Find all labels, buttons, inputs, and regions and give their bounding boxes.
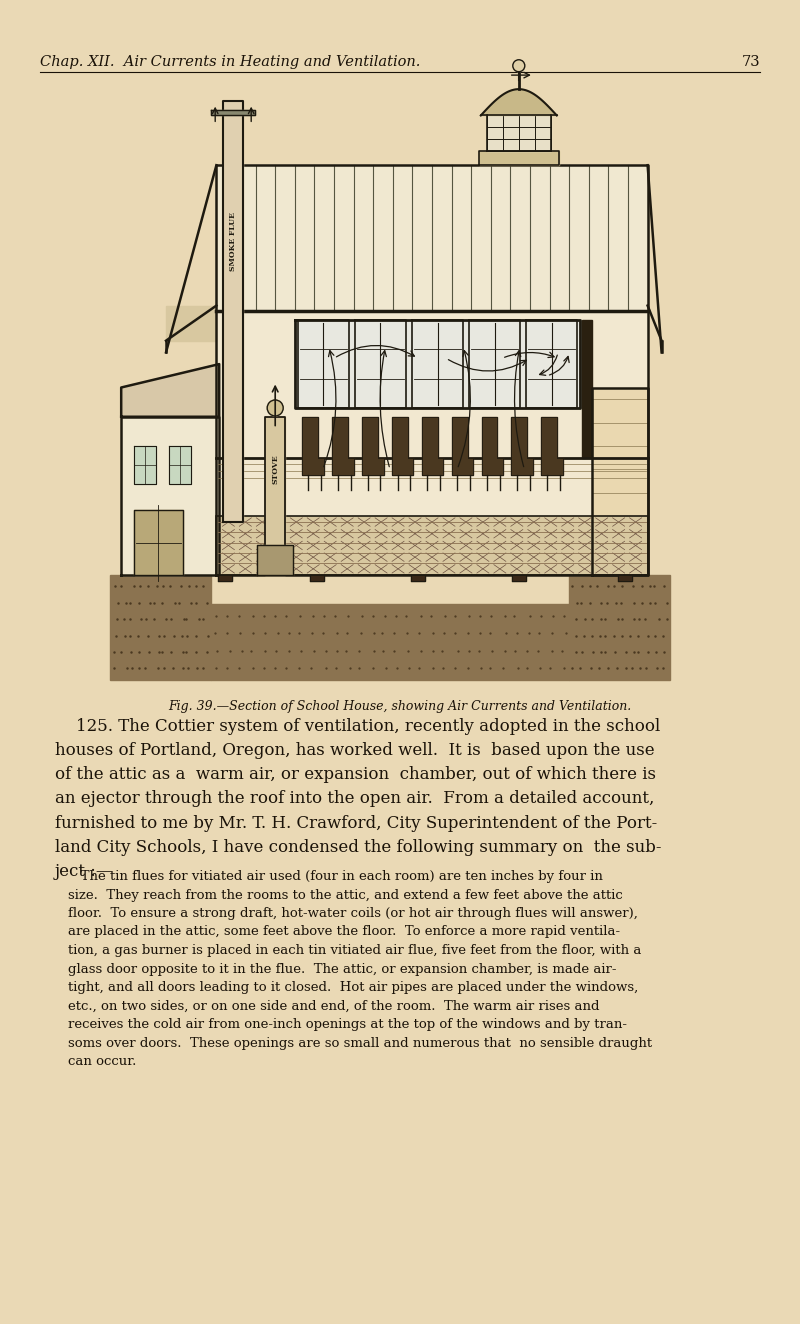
Polygon shape (482, 417, 503, 475)
Polygon shape (362, 417, 383, 475)
Polygon shape (169, 446, 191, 485)
Text: 73: 73 (742, 56, 760, 69)
Text: 125. The Cottier system of ventilation, recently adopted in the school
houses of: 125. The Cottier system of ventilation, … (55, 718, 662, 880)
Polygon shape (266, 417, 285, 575)
Polygon shape (582, 320, 591, 458)
Polygon shape (110, 575, 211, 681)
Polygon shape (211, 604, 570, 681)
Polygon shape (211, 110, 255, 115)
Polygon shape (618, 575, 632, 580)
Polygon shape (481, 89, 557, 115)
Text: The tin flues for vitiated air used (four in each room) are ten inches by four i: The tin flues for vitiated air used (fou… (68, 870, 652, 1068)
Polygon shape (511, 417, 533, 475)
Polygon shape (332, 417, 354, 475)
Bar (216, 516, 648, 575)
Polygon shape (452, 417, 473, 475)
Polygon shape (310, 575, 324, 580)
Polygon shape (591, 388, 648, 575)
Polygon shape (392, 417, 414, 475)
Circle shape (513, 60, 525, 71)
Polygon shape (166, 306, 216, 340)
Polygon shape (542, 417, 562, 475)
Polygon shape (218, 575, 232, 580)
Polygon shape (570, 575, 670, 681)
Polygon shape (216, 166, 648, 311)
Text: Chap. XII.  Air Currents in Heating and Ventilation.: Chap. XII. Air Currents in Heating and V… (40, 56, 420, 69)
Polygon shape (223, 101, 243, 522)
Polygon shape (216, 166, 648, 575)
Polygon shape (478, 151, 558, 166)
Text: Fig. 39.—Section of School House, showing Air Currents and Ventilation.: Fig. 39.—Section of School House, showin… (168, 700, 632, 714)
Polygon shape (258, 545, 293, 575)
Text: STOVE: STOVE (271, 454, 279, 485)
Polygon shape (134, 510, 182, 575)
Polygon shape (134, 446, 155, 485)
Polygon shape (486, 115, 550, 151)
Circle shape (267, 400, 283, 416)
Polygon shape (122, 417, 219, 575)
Polygon shape (122, 364, 219, 417)
Polygon shape (422, 417, 443, 475)
Polygon shape (302, 417, 324, 475)
Polygon shape (411, 575, 425, 580)
Text: SMOKE FLUE: SMOKE FLUE (229, 212, 237, 270)
Polygon shape (294, 320, 581, 408)
Polygon shape (512, 575, 526, 580)
